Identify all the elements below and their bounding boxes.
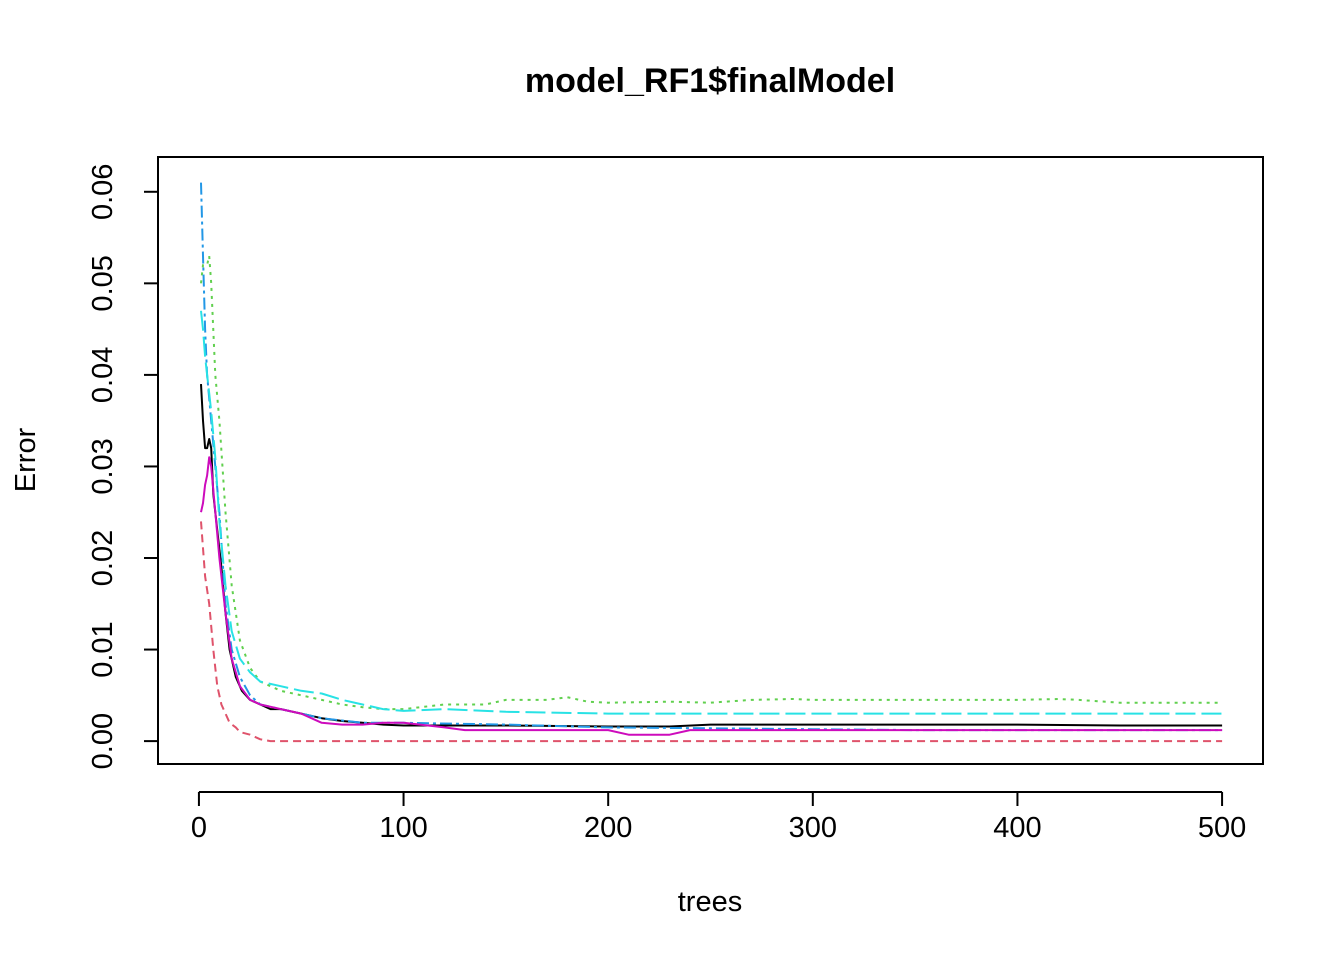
y-tick-label: 0.03 [87,438,119,494]
series-line-4 [200,182,1223,732]
y-tick-label: 0.06 [87,164,119,220]
plot-frame [157,156,1264,765]
chart-title: model_RF1$finalModel [525,62,895,100]
y-axis: 0.00 0.01 0.02 0.03 0.04 0.05 0.06 [87,164,159,769]
y-axis-label: Error [10,427,42,492]
x-tick-label: 100 [379,812,427,844]
x-axis: 0 100 200 300 400 500 [191,791,1246,844]
y-tick-label: 0.04 [87,347,119,403]
series-line-2 [200,521,1223,743]
x-axis-label: trees [678,886,742,918]
y-tick-label: 0.01 [87,621,119,677]
x-tick-label: 400 [993,812,1041,844]
y-tick-label: 0.05 [87,255,119,311]
series-layer [200,182,1223,743]
x-tick-label: 300 [789,812,837,844]
series-line-5 [200,310,1223,715]
y-tick-label: 0.02 [87,530,119,586]
x-tick-label: 500 [1198,812,1246,844]
series-line-3 [200,254,1223,711]
x-tick-label: 200 [584,812,632,844]
y-tick-label: 0.00 [87,713,119,769]
x-tick-label: 0 [191,812,207,844]
series-line-6 [200,456,1223,736]
series-line-1 [200,384,1223,728]
